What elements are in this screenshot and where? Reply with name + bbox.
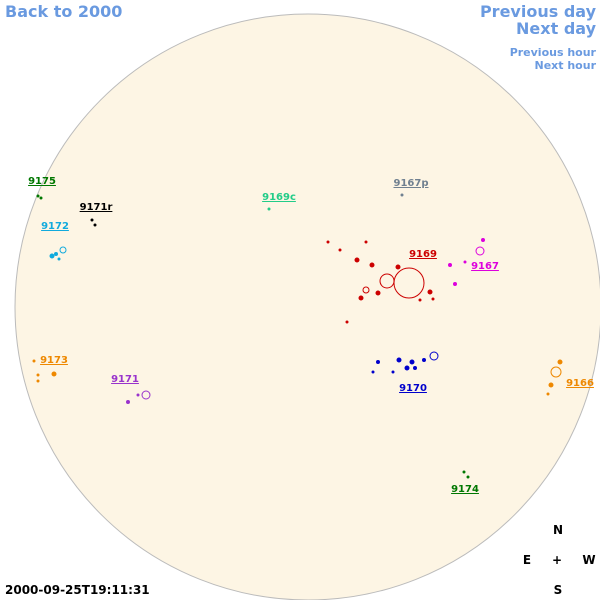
sunspot: [36, 379, 40, 383]
sunspot: [448, 263, 452, 267]
sunspot: [57, 257, 61, 261]
sunspot: [338, 248, 342, 252]
sunspot: [267, 207, 271, 211]
sunspot: [362, 286, 370, 294]
sunspot: [404, 365, 410, 371]
sunspot: [369, 262, 375, 268]
sunspot: [431, 297, 435, 301]
sunspot: [481, 238, 485, 242]
sunspot: [141, 390, 151, 400]
solar-disk: [14, 13, 600, 601]
region-label[interactable]: 9169: [409, 249, 437, 260]
region-label[interactable]: 9167: [471, 261, 499, 272]
sunspot: [546, 392, 550, 396]
sunspot: [429, 351, 439, 361]
sunspot: [548, 382, 554, 388]
sunspot: [32, 359, 36, 363]
sunspot: [409, 359, 415, 365]
previous-hour-link[interactable]: Previous hour: [510, 46, 597, 59]
sunspot: [463, 260, 467, 264]
sunspot: [90, 218, 94, 222]
compass-south: S: [554, 583, 563, 597]
sunspot: [427, 289, 433, 295]
timestamp: 2000-09-25T19:11:31: [5, 583, 150, 597]
region-label[interactable]: 9166: [566, 378, 594, 389]
sunspot: [396, 357, 402, 363]
sunspot: [393, 267, 425, 299]
region-label[interactable]: 9172: [41, 221, 69, 232]
sunspot: [93, 223, 97, 227]
sunspot: [466, 475, 470, 479]
sunspot: [371, 370, 375, 374]
region-label[interactable]: 9171: [111, 374, 139, 385]
compass-east: E: [523, 553, 531, 567]
region-label[interactable]: 9170: [399, 383, 427, 394]
sunspot: [364, 240, 368, 244]
previous-day-link[interactable]: Previous day: [480, 2, 597, 21]
sunspot: [126, 400, 130, 404]
sunspot: [36, 194, 40, 198]
compass-north: N: [553, 523, 563, 537]
sunspot: [39, 196, 43, 200]
sunspot: [59, 246, 67, 254]
next-hour-link[interactable]: Next hour: [535, 59, 597, 72]
region-label[interactable]: 9169c: [262, 192, 296, 203]
region-label[interactable]: 9174: [451, 484, 479, 495]
back-link[interactable]: Back to 2000: [5, 2, 122, 21]
sunspot: [557, 359, 563, 365]
sunspot: [413, 366, 417, 370]
sunspot: [354, 257, 360, 263]
next-day-link[interactable]: Next day: [516, 19, 597, 38]
sunspot: [54, 252, 58, 256]
sunspot: [36, 373, 40, 377]
sunspot: [475, 246, 485, 256]
sunspot: [326, 240, 330, 244]
sunspot: [453, 282, 457, 286]
sunspot: [375, 290, 381, 296]
sunspot: [345, 320, 349, 324]
region-label[interactable]: 9175: [28, 176, 56, 187]
sunspot: [358, 295, 364, 301]
region-label[interactable]: 9167p: [394, 178, 429, 189]
sunspot: [400, 193, 404, 197]
sunspot: [391, 370, 395, 374]
compass-center: +: [552, 553, 562, 567]
region-label[interactable]: 9171r: [80, 202, 113, 213]
sunspot: [418, 298, 422, 302]
sunspot: [136, 393, 140, 397]
sunspot: [422, 358, 426, 362]
region-label[interactable]: 9173: [40, 355, 68, 366]
sunspot: [49, 253, 55, 259]
compass-west: W: [582, 553, 595, 567]
sunspot: [51, 371, 57, 377]
sunspot: [550, 366, 562, 378]
sunspot: [376, 360, 380, 364]
sunspot: [395, 264, 401, 270]
sunspot: [462, 470, 466, 474]
